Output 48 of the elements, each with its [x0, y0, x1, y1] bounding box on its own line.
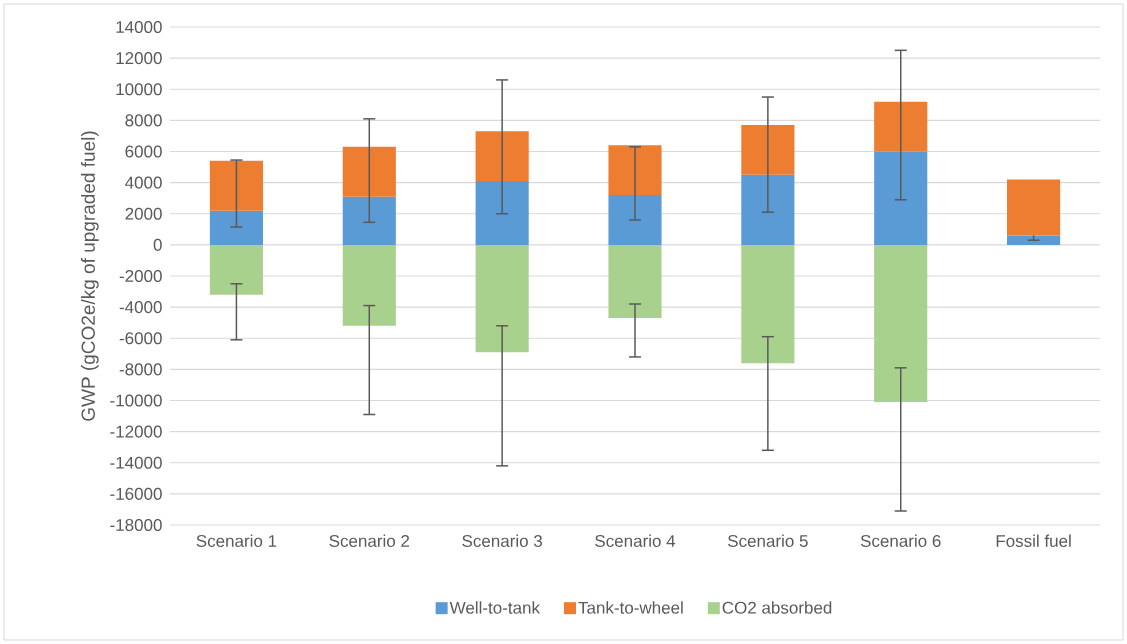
x-tick-label: Fossil fuel: [996, 534, 1071, 548]
y-tick-label: -8000: [119, 363, 162, 376]
bar: [608, 244, 662, 319]
bar: [209, 244, 263, 295]
bar: [342, 196, 396, 245]
y-tick-label: -16000: [110, 487, 162, 500]
x-tick-label: Scenario 1: [196, 534, 277, 548]
x-tick-label: Scenario 2: [329, 534, 410, 548]
bar: [741, 174, 795, 245]
bar: [342, 146, 396, 197]
y-tick-label: 12000: [116, 52, 162, 65]
bar: [475, 131, 529, 182]
bar: [475, 244, 529, 353]
y-tick-label: -6000: [119, 332, 162, 345]
bar: [874, 244, 928, 403]
y-tick-label: -4000: [119, 301, 162, 314]
bar: [475, 181, 529, 245]
y-tick-label: -2000: [119, 269, 162, 283]
legend-label: CO2 absorbed: [722, 601, 832, 614]
y-tick-label: 4000: [125, 176, 162, 189]
y-tick-label: -10000: [110, 394, 162, 407]
x-tick-label: Scenario 5: [727, 534, 808, 548]
x-tick-label: Scenario 3: [462, 534, 542, 548]
y-tick-label: 2000: [125, 207, 162, 220]
bar: [608, 195, 662, 245]
x-tick-label: Scenario 6: [860, 534, 941, 548]
y-tick-label: -12000: [110, 425, 162, 438]
y-tick-label: 10000: [116, 83, 162, 96]
legend-label: Tank-to-wheel: [578, 601, 683, 614]
y-tick-label: 6000: [125, 145, 162, 158]
bar: [874, 101, 928, 152]
y-axis-title: GWP (gCO2e/kg of upgraded fuel): [81, 131, 99, 421]
y-tick-label: 0: [153, 238, 162, 251]
legend-label: Well-to-tank: [449, 601, 541, 614]
bar: [608, 145, 662, 196]
x-tick-label: Scenario 4: [595, 534, 676, 548]
y-tick-label: -14000: [110, 456, 162, 469]
y-tick-label: 14000: [116, 20, 162, 34]
bar: [1007, 179, 1061, 236]
bar: [741, 244, 795, 364]
y-tick-label: 8000: [125, 114, 162, 127]
bar: [741, 125, 795, 175]
bar: [209, 160, 263, 211]
y-tick-label: -18000: [110, 518, 162, 532]
bar: [342, 244, 396, 326]
bar: [209, 210, 263, 245]
bar: [1007, 235, 1061, 245]
bar: [874, 151, 928, 245]
